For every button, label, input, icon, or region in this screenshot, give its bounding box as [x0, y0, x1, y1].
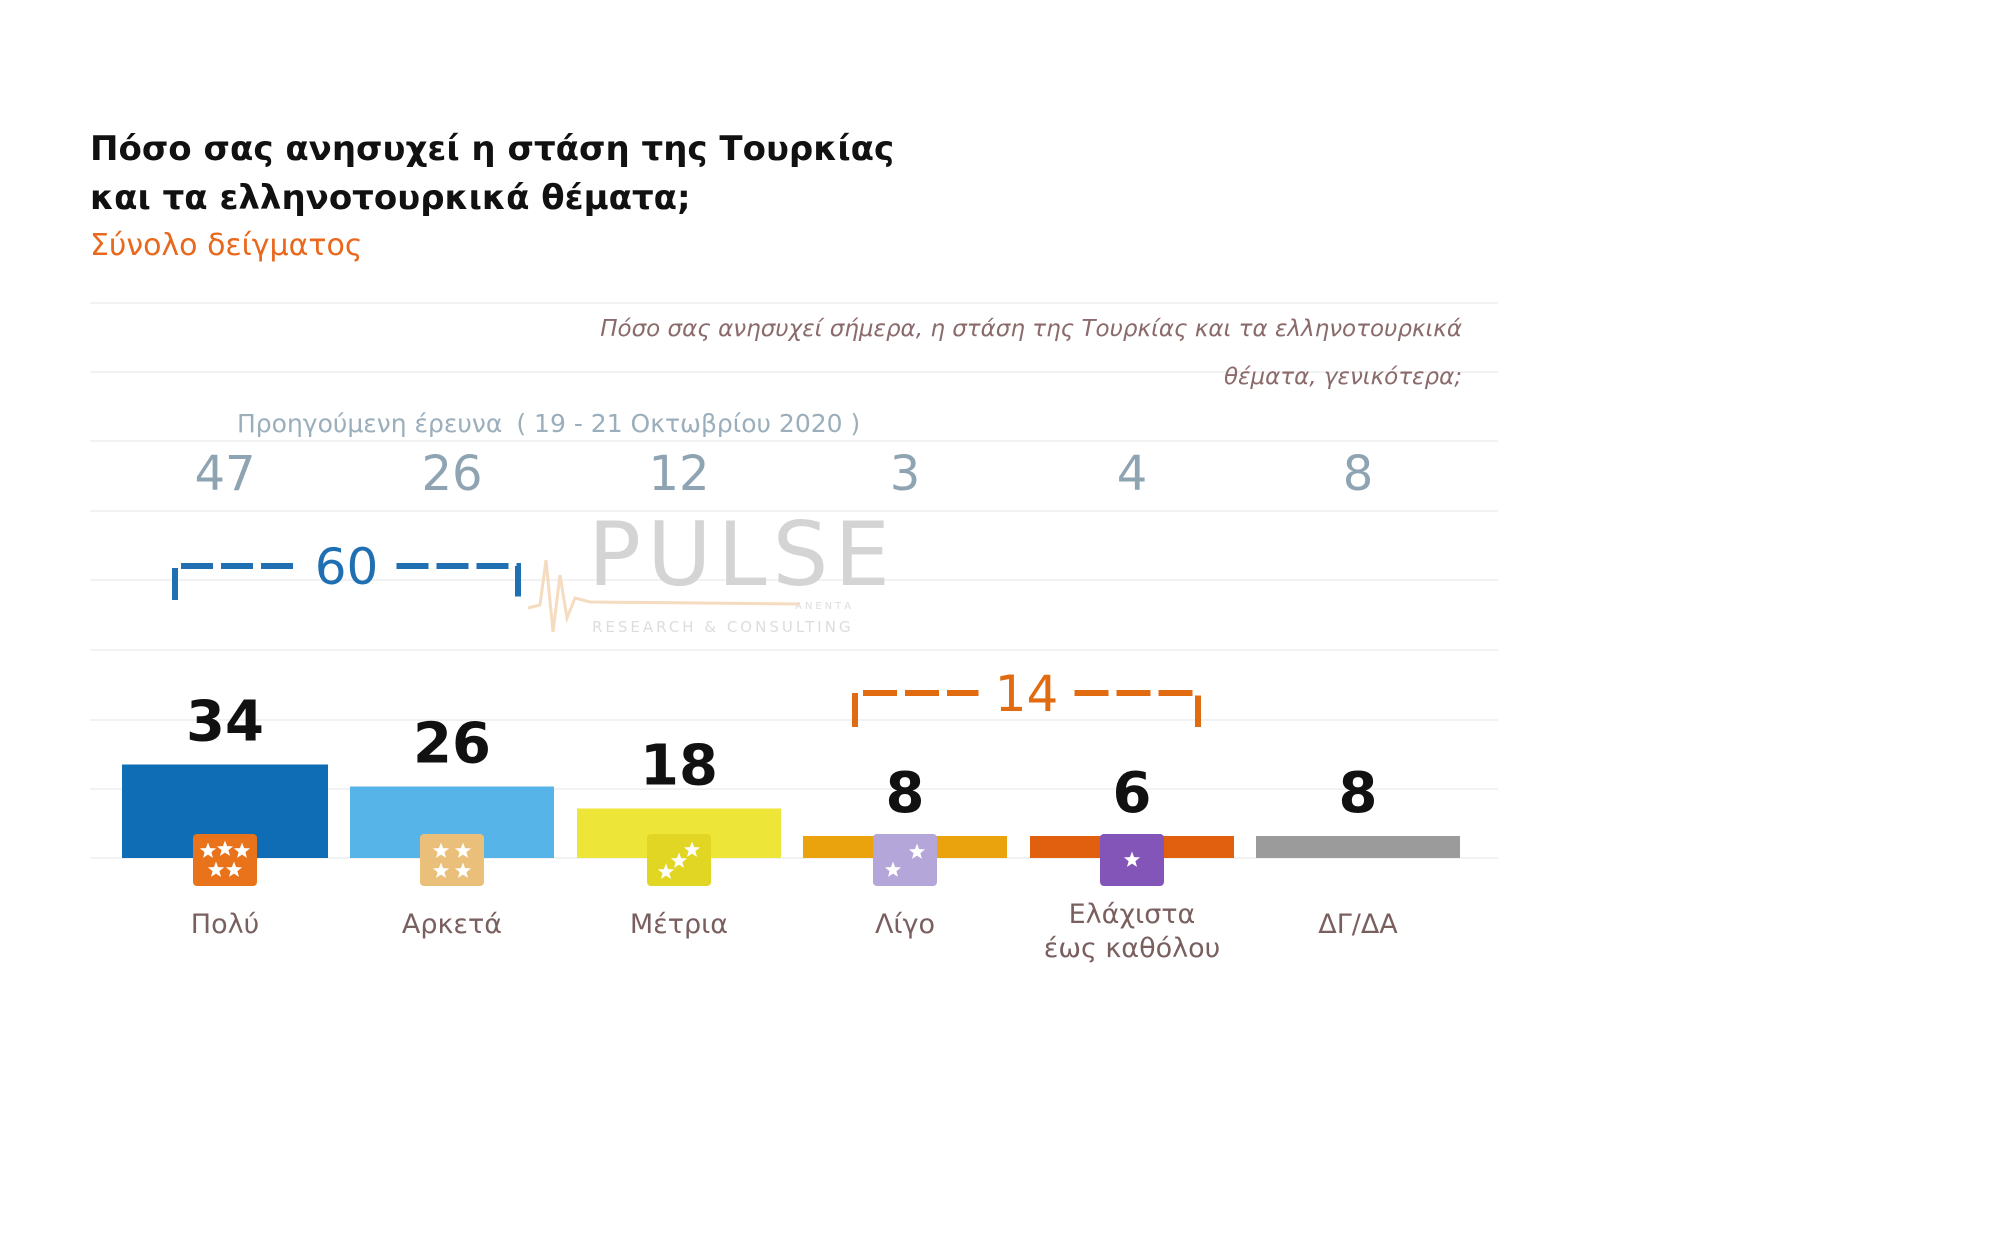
previous-value: 26	[421, 446, 482, 502]
star-icon	[432, 862, 450, 878]
pulse-watermark: PULSE ΑΝΕΝΤΑ RESEARCH & CONSULTING	[527, 503, 896, 636]
current-value: 26	[413, 712, 491, 777]
star-icon	[657, 863, 675, 879]
previous-survey-label: Προηγούμενη έρευνα	[237, 409, 502, 438]
chart-subtitle: Σύνολο δείγματος	[90, 228, 362, 263]
star-icon	[884, 861, 902, 877]
previous-survey-period: ( 19 - 21 Οκτωβρίου 2020 )	[516, 409, 860, 438]
category-label: Λίγο	[875, 909, 935, 940]
star-icon	[1123, 851, 1141, 867]
category-label: Πολύ	[191, 909, 259, 940]
badge-background	[420, 834, 484, 886]
star-icon	[432, 842, 450, 858]
star-icon	[207, 861, 225, 877]
badge-background	[873, 834, 937, 886]
bar	[1256, 836, 1460, 858]
star-icon	[225, 861, 243, 877]
category-label: Μέτρια	[630, 909, 728, 940]
current-value: 8	[886, 761, 925, 826]
group-brackets: 60 14	[172, 538, 1201, 727]
star-icon	[683, 841, 701, 857]
chart-title-line1: Πόσο σας ανησυχεί η στάση της Τουρκίας	[90, 129, 894, 169]
previous-survey-caption: Προηγούμενη έρευνα ( 19 - 21 Οκτωβρίου 20…	[237, 409, 860, 438]
four-stars-icon	[420, 834, 484, 886]
one-star-icon	[1100, 834, 1164, 886]
current-value: 18	[640, 734, 718, 799]
group-bracket: 14	[852, 665, 1201, 727]
previous-value: 3	[890, 446, 921, 502]
previous-value: 8	[1343, 446, 1374, 502]
previous-value: 12	[648, 446, 709, 502]
bracket-line-right	[1074, 690, 1201, 727]
three-stars-icon	[647, 834, 711, 886]
group-value: 60	[315, 538, 379, 596]
current-values: 34 26 18 8 6 8	[186, 690, 1377, 827]
previous-value: 4	[1117, 446, 1148, 502]
star-icon	[199, 842, 217, 858]
bracket-line-right	[396, 563, 521, 600]
category-label: έως καθόλου	[1044, 933, 1221, 964]
category-label: Ελάχιστα	[1069, 899, 1196, 930]
bracket-line-left	[172, 563, 297, 600]
star-icon	[233, 842, 251, 858]
two-stars-icon	[873, 834, 937, 886]
previous-value: 47	[194, 446, 255, 502]
current-value: 6	[1113, 761, 1152, 826]
five-stars-icon	[193, 834, 257, 886]
question-line1: Πόσο σας ανησυχεί σήμερα, η στάση της Το…	[600, 316, 1462, 342]
chart-stage: Πόσο σας ανησυχεί η στάση της Τουρκίας κ…	[90, 129, 1498, 964]
bracket-line-left	[852, 690, 979, 727]
bars	[122, 764, 1460, 858]
chart-svg: Πόσο σας ανησυχεί η στάση της Τουρκίας κ…	[90, 129, 1498, 964]
previous-values: 47 26 12 3 4 8	[194, 446, 1373, 502]
current-value: 34	[186, 690, 264, 755]
question-line2: θέματα, γενικότερα;	[1224, 364, 1462, 390]
star-icon	[670, 852, 688, 868]
heartbeat-line-icon	[527, 559, 801, 633]
category-label: ΔΓ/ΔΑ	[1318, 909, 1398, 940]
watermark-small: ΑΝΕΝΤΑ	[795, 601, 854, 612]
star-icon	[454, 862, 472, 878]
group-bracket: 60	[172, 538, 521, 600]
star-icon	[216, 840, 234, 856]
chart-title-line2: και τα ελληνοτουρκικά θέματα;	[90, 178, 691, 218]
gridlines	[90, 302, 1498, 859]
watermark-brand: PULSE	[588, 503, 896, 606]
category-label: Αρκετά	[402, 909, 502, 940]
star-icon	[454, 842, 472, 858]
badges	[193, 834, 1164, 886]
current-value: 8	[1339, 761, 1378, 826]
watermark-tagline: RESEARCH & CONSULTING	[592, 618, 854, 636]
star-icon	[908, 843, 926, 859]
group-value: 14	[995, 665, 1059, 723]
